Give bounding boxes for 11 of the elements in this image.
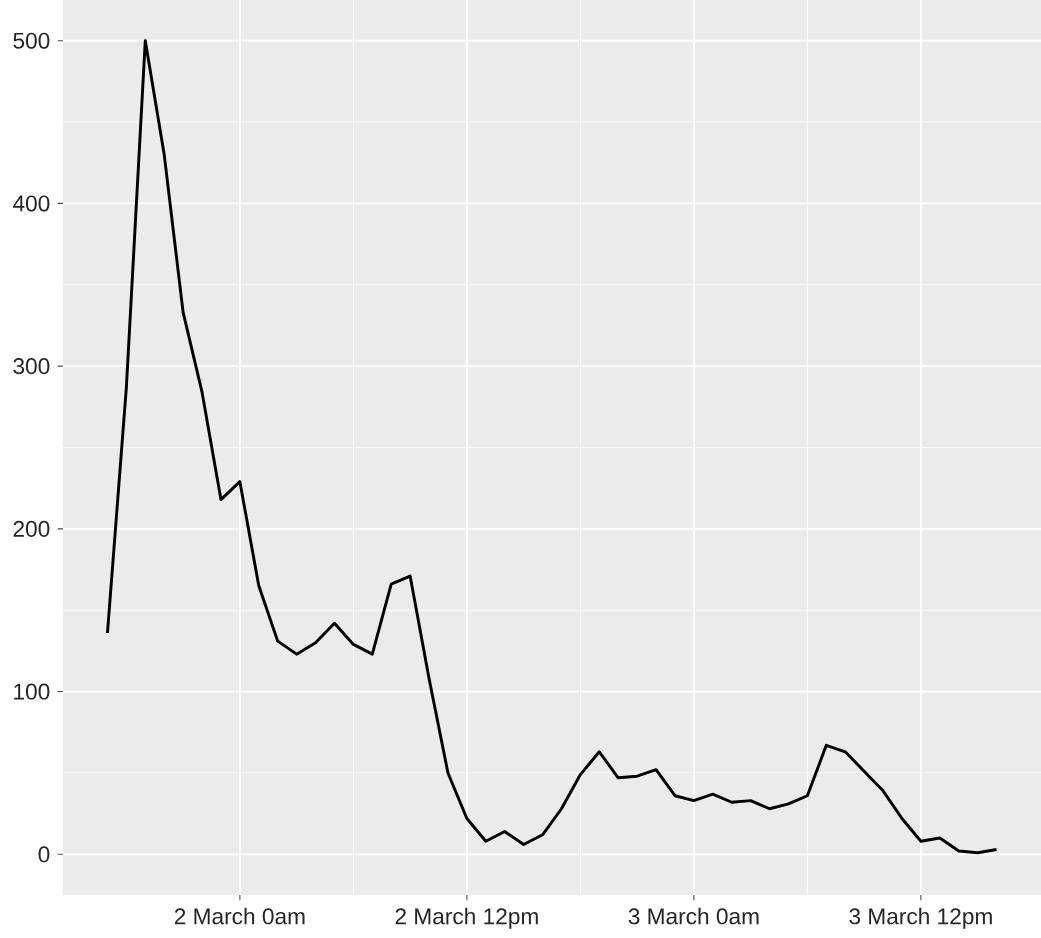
y-tick-label: 100 bbox=[14, 683, 50, 700]
y-tick-label: 200 bbox=[13, 520, 50, 537]
x-tick-label: 2 March 0am bbox=[174, 907, 305, 925]
x-tick-label: 3 March 12pm bbox=[849, 907, 992, 929]
line-series bbox=[105, 39, 999, 855]
y-tick-label: 500 bbox=[13, 32, 50, 49]
x-tick-label: 3 March 0am bbox=[628, 907, 759, 925]
x-tick-label: 2 March 12pm bbox=[395, 907, 538, 929]
y-tick-label: 0 bbox=[38, 846, 50, 863]
y-tick-label: 300 bbox=[13, 358, 50, 375]
y-tick-label: 400 bbox=[12, 195, 50, 212]
